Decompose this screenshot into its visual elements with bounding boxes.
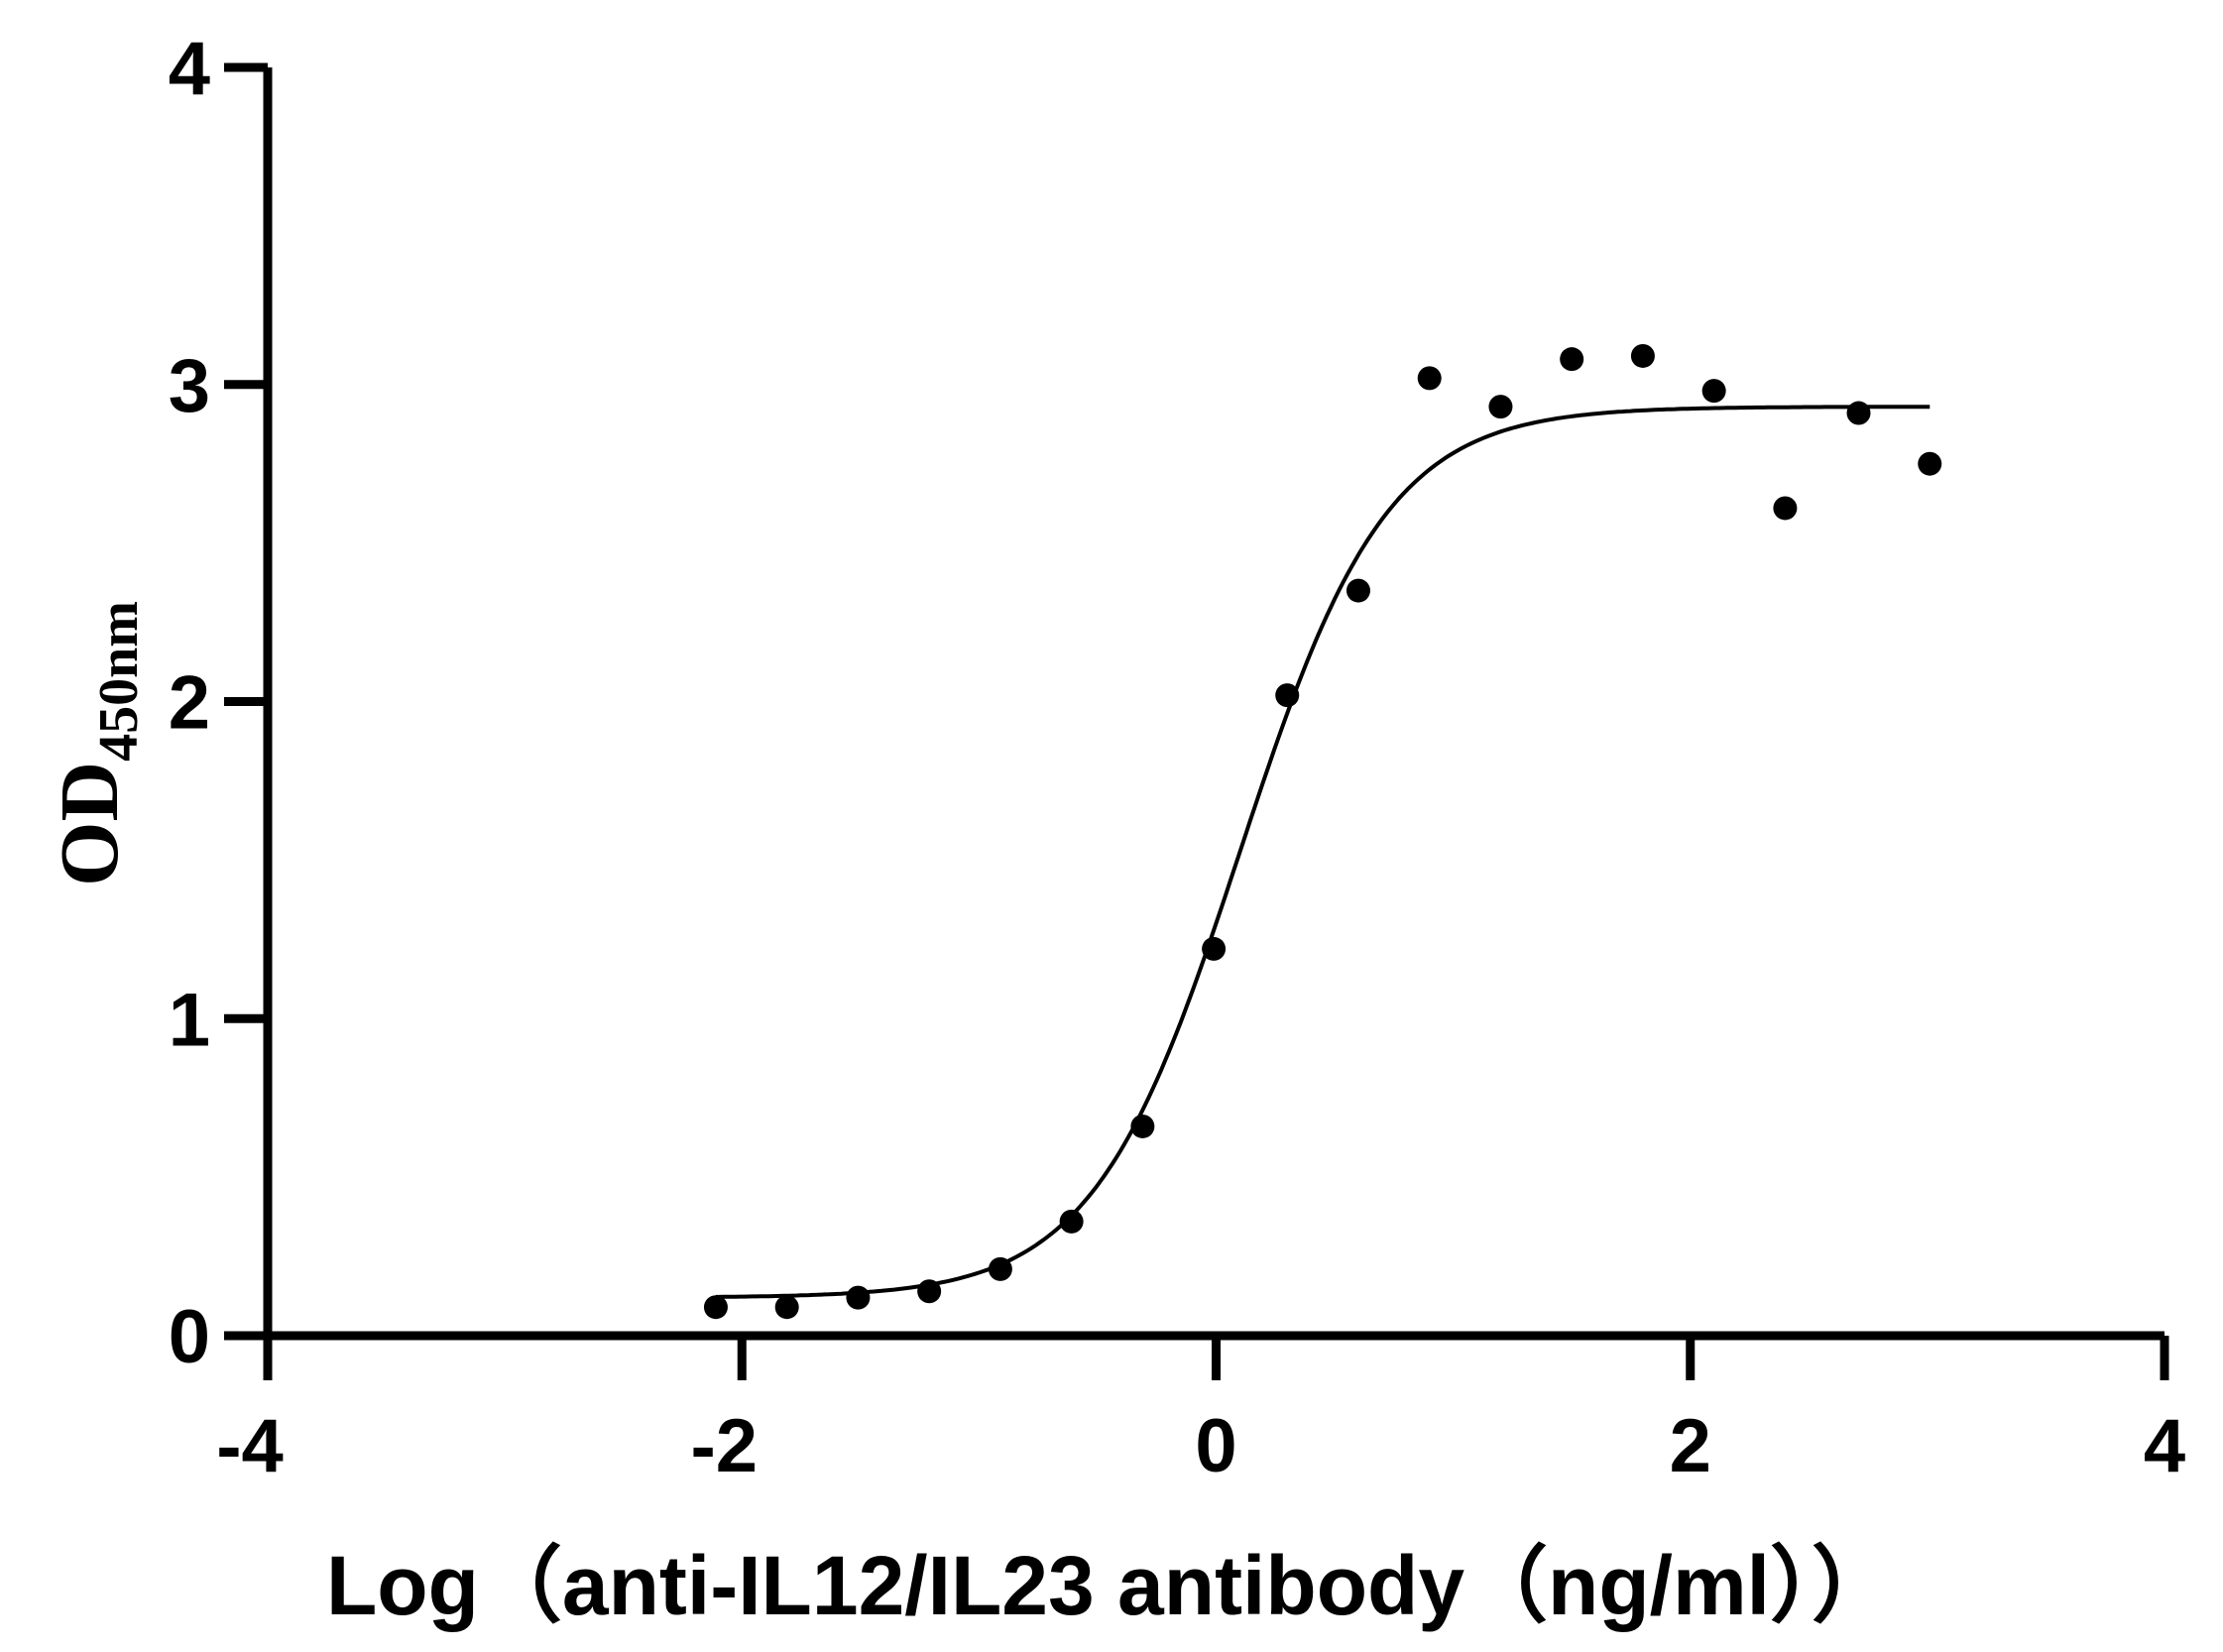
y-axis-label-main: OD xyxy=(44,762,136,886)
x-tick-label: 4 xyxy=(2144,1404,2185,1488)
y-tick-label: 2 xyxy=(169,661,210,746)
data-point xyxy=(846,1285,871,1310)
data-point xyxy=(1918,451,1942,476)
fit-curve xyxy=(715,405,1930,1299)
data-point xyxy=(1773,496,1798,521)
x-tick-label: -2 xyxy=(690,1404,758,1488)
x-axis-ticks: -4 -2 0 2 4 xyxy=(216,1336,2185,1488)
y-tick-label: 0 xyxy=(169,1295,210,1379)
data-point xyxy=(1346,578,1370,603)
y-tick-label: 1 xyxy=(169,978,210,1062)
y-tick-label: 3 xyxy=(169,344,210,428)
x-tick-label: 0 xyxy=(1195,1404,1236,1488)
y-tick-label: 4 xyxy=(169,27,210,111)
y-axis-label: OD450nm xyxy=(44,601,150,886)
data-point xyxy=(1130,1114,1155,1138)
data-point xyxy=(1488,395,1513,419)
y-axis-ticks: 0 1 2 3 4 xyxy=(169,27,268,1379)
data-points xyxy=(703,343,1942,1320)
data-point xyxy=(1846,401,1871,425)
x-tick-label: -4 xyxy=(216,1404,284,1488)
x-axis-label: Log（anti-IL12/IL23 antibody（ng/ml）） xyxy=(326,1539,1895,1632)
data-point xyxy=(988,1256,1012,1281)
data-point xyxy=(774,1295,799,1320)
data-point xyxy=(1059,1209,1084,1234)
x-tick-label: 2 xyxy=(1670,1404,1711,1488)
data-point xyxy=(1202,936,1227,961)
data-point xyxy=(1417,366,1442,391)
data-point xyxy=(917,1279,942,1304)
data-point xyxy=(1630,343,1655,368)
data-point xyxy=(703,1295,728,1320)
data-point xyxy=(1701,379,1726,404)
data-point xyxy=(1275,683,1300,708)
y-axis-label-subscript: 450nm xyxy=(88,601,150,762)
data-point xyxy=(1560,347,1584,372)
